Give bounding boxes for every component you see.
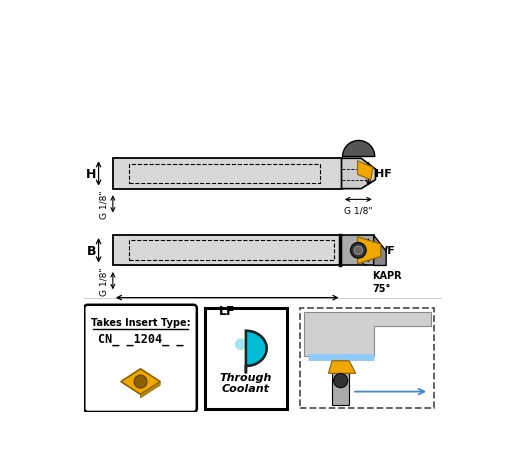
Polygon shape xyxy=(141,382,160,398)
Circle shape xyxy=(354,246,363,255)
Polygon shape xyxy=(121,369,160,394)
Bar xyxy=(332,361,349,405)
Polygon shape xyxy=(304,312,431,357)
Text: WF: WF xyxy=(376,246,395,256)
Text: G 1/8": G 1/8" xyxy=(100,190,109,219)
Text: Takes Insert Type:: Takes Insert Type: xyxy=(91,318,190,328)
Text: Through
Coolant: Through Coolant xyxy=(220,372,272,394)
Polygon shape xyxy=(358,238,381,264)
Text: LF: LF xyxy=(219,304,235,317)
Polygon shape xyxy=(340,236,373,266)
Wedge shape xyxy=(343,141,374,157)
Polygon shape xyxy=(328,361,356,374)
Polygon shape xyxy=(342,159,376,189)
Circle shape xyxy=(350,243,366,259)
Text: KAPR: KAPR xyxy=(372,270,402,280)
Polygon shape xyxy=(373,236,386,266)
Bar xyxy=(113,236,342,266)
FancyBboxPatch shape xyxy=(205,308,287,409)
Text: G 1/8": G 1/8" xyxy=(100,267,109,295)
Bar xyxy=(301,309,435,408)
Text: HF: HF xyxy=(376,169,392,179)
Text: H: H xyxy=(86,168,96,181)
FancyBboxPatch shape xyxy=(84,305,197,412)
Polygon shape xyxy=(246,331,267,374)
Text: G 1/8": G 1/8" xyxy=(344,206,372,215)
Circle shape xyxy=(134,375,147,388)
Text: B: B xyxy=(87,244,96,257)
Polygon shape xyxy=(358,162,373,180)
Circle shape xyxy=(235,339,247,350)
Text: 75°: 75° xyxy=(372,283,390,293)
Circle shape xyxy=(333,374,348,388)
Bar xyxy=(113,159,342,189)
Text: CN_ _1204_ _: CN_ _1204_ _ xyxy=(98,332,183,345)
